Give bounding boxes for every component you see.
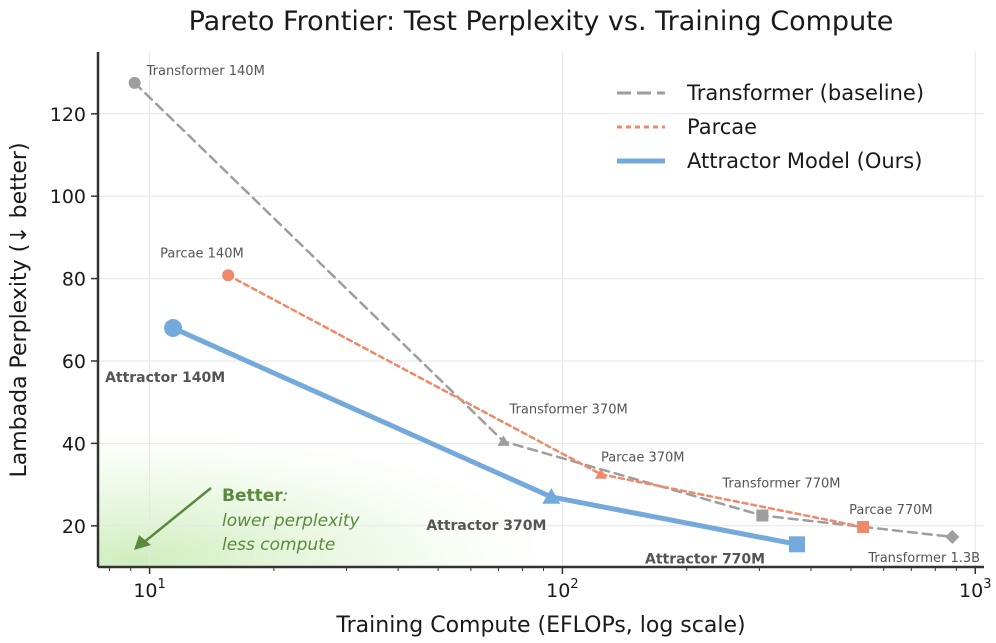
series-markers — [128, 76, 960, 553]
legend-label-attractor: Attractor Model (Ours) — [687, 149, 922, 173]
point-label-transformer-2: Transformer 770M — [721, 477, 840, 492]
point-label-parcae-0: Parcae 140M — [160, 246, 244, 261]
better-line-1: lower perplexity — [222, 511, 361, 531]
x-tick-label-100: 102 — [546, 577, 578, 602]
marker-attractor-2 — [788, 536, 805, 553]
y-tick-label-60: 60 — [62, 351, 86, 373]
x-tick-exponent-10: 1 — [158, 577, 166, 592]
x-tick-label-10: 101 — [133, 577, 165, 602]
marker-transformer-2 — [756, 509, 769, 522]
y-tick-label-80: 80 — [62, 269, 86, 291]
point-label-transformer-3: Transformer 1.3B — [867, 551, 980, 566]
legend: Transformer (baseline) Parcae Attractor … — [617, 81, 924, 173]
marker-transformer-3 — [945, 529, 960, 544]
marker-attractor-0 — [164, 319, 183, 338]
point-label-attractor-1: Attractor 370M — [426, 518, 546, 534]
point-label-transformer-0: Transformer 140M — [146, 64, 265, 79]
axes — [96, 52, 984, 569]
legend-label-transformer: Transformer (baseline) — [686, 81, 924, 105]
better-line-2: less compute — [222, 535, 335, 555]
point-label-attractor-0: Attractor 140M — [105, 370, 225, 386]
better-region — [98, 410, 598, 567]
x-axis-label: Training Compute (EFLOPs, log scale) — [335, 613, 745, 638]
x-tick-base-10: 10 — [133, 580, 157, 602]
marker-transformer-0 — [128, 76, 141, 89]
x-tick-exponent-1000: 3 — [983, 577, 991, 592]
marker-parcae-0 — [222, 269, 235, 282]
chart-title: Pareto Frontier: Test Perplexity vs. Tra… — [189, 6, 894, 37]
point-label-transformer-1: Transformer 370M — [509, 402, 628, 417]
better-arrow-line — [142, 487, 212, 544]
x-tick-label-1000: 103 — [959, 577, 991, 602]
point-labels: Transformer 140M Transformer 370M Transfor… — [105, 64, 980, 567]
better-title: Better — [222, 486, 283, 506]
point-label-parcae-2: Parcae 770M — [849, 503, 933, 518]
y-tick-label-100: 100 — [50, 186, 86, 208]
y-tick-label-20: 20 — [62, 516, 86, 538]
better-annotation: Better: lower perplexity less compute — [134, 486, 361, 555]
point-label-parcae-1: Parcae 370M — [601, 450, 685, 465]
x-tick-base-100: 10 — [546, 580, 570, 602]
marker-attractor-1 — [542, 487, 561, 504]
svg-text:Better:: Better: — [222, 486, 288, 506]
better-colon: : — [283, 486, 289, 506]
legend-label-parcae: Parcae — [687, 115, 757, 139]
point-label-attractor-2: Attractor 770M — [645, 551, 765, 567]
better-arrow-head — [134, 535, 151, 550]
marker-transformer-1 — [497, 435, 510, 446]
y-tick-label-40: 40 — [62, 433, 86, 455]
marker-parcae-2 — [857, 521, 870, 534]
y-axis-label: Lambada Perplexity (↓ better) — [7, 142, 32, 477]
marker-parcae-1 — [594, 468, 607, 479]
x-tick-base-1000: 10 — [959, 580, 983, 602]
x-tick-exponent-100: 2 — [570, 577, 578, 592]
y-tick-label-120: 120 — [50, 104, 86, 126]
